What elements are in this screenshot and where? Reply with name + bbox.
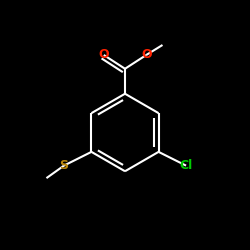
Text: O: O xyxy=(141,48,152,62)
Text: Cl: Cl xyxy=(180,159,193,172)
Text: S: S xyxy=(60,159,68,172)
Text: O: O xyxy=(98,48,109,62)
